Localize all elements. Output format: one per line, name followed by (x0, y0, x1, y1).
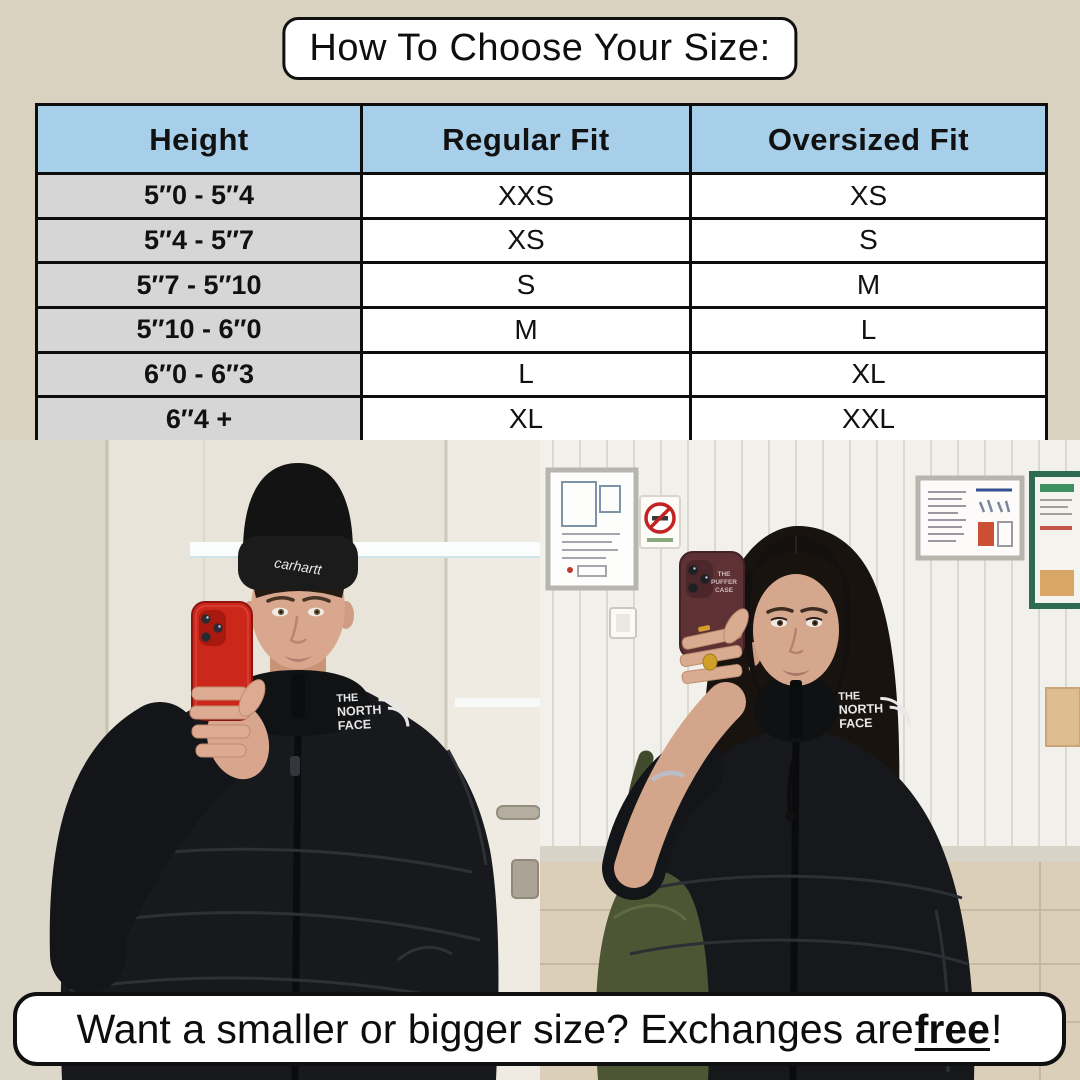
oversized-fit-cell: M (692, 264, 1045, 306)
wall-poster (1045, 687, 1080, 747)
regular-fit-cell: XS (363, 219, 689, 262)
column-header-oversized-fit: Oversized Fit (692, 106, 1045, 172)
svg-text:FACE: FACE (337, 717, 371, 733)
column-header-regular-fit: Regular Fit (363, 106, 689, 172)
table-row: 6″0 - 6″3 L XL (38, 353, 1045, 396)
table-row: 5″7 - 5″10 S M (38, 264, 1045, 306)
height-cell: 6″4 + (38, 398, 360, 440)
left-photo-regular-fit: carhartt THE NORTH FACE (0, 440, 540, 1080)
man-figure: carhartt THE NORTH FACE (49, 463, 499, 1080)
regular-fit-cell: S (363, 264, 689, 306)
title-box: How To Choose Your Size: (282, 17, 798, 80)
page-title: How To Choose Your Size: (309, 27, 771, 69)
right-photo-oversized-fit: THE NORTH FACE THE (540, 440, 1080, 1080)
notice-board-frame (915, 475, 1025, 561)
oversized-fit-cell: XL (692, 353, 1045, 396)
svg-text:THE: THE (336, 692, 359, 705)
green-bulletin-frame (1029, 471, 1080, 609)
north-face-logo: THE NORTH FACE (838, 690, 911, 731)
svg-text:THE: THE (718, 571, 732, 578)
phone-camera-module (199, 610, 226, 646)
no-smoking-sign (639, 495, 681, 549)
regular-fit-cell: XL (363, 398, 689, 440)
door-handle (496, 805, 540, 899)
phone-case-text: THE PUFFER CASE (711, 571, 737, 594)
woman-figure: THE NORTH FACE THE (595, 526, 975, 1080)
light-switch (609, 607, 637, 639)
svg-text:THE: THE (838, 690, 860, 703)
height-cell: 5″4 - 5″7 (38, 219, 360, 262)
size-chart-table: Height Regular Fit Oversized Fit 5″0 - 5… (35, 103, 1048, 443)
svg-text:FACE: FACE (839, 716, 873, 731)
gripping-fingers (679, 608, 749, 684)
height-cell: 5″10 - 6″0 (38, 309, 360, 351)
oversized-fit-cell: L (692, 309, 1045, 351)
bare-forearm (614, 682, 746, 888)
floor-plan-frame (545, 467, 639, 591)
exchange-banner: Want a smaller or bigger size? Exchanges… (13, 992, 1066, 1066)
oversized-fit-cell: S (692, 219, 1045, 262)
regular-fit-cell: L (363, 353, 689, 396)
banner-highlight: free (914, 1005, 990, 1052)
table-row: 6″4 + XL XXL (38, 398, 1045, 440)
silver-bracelet (650, 770, 686, 782)
gold-ring (698, 625, 711, 632)
banner-text: Want a smaller or bigger size? Exchanges… (76, 1005, 914, 1052)
banner-text-after: ! (990, 1005, 1003, 1052)
phone-camera-module (686, 560, 713, 598)
puffer-jacket (623, 725, 975, 1080)
gripping-fingers (189, 679, 266, 758)
table-header-row: Height Regular Fit Oversized Fit (38, 106, 1045, 172)
height-cell: 6″0 - 6″3 (38, 353, 360, 396)
beanie-brand-text: carhartt (273, 554, 323, 577)
regular-fit-cell: XXS (363, 175, 689, 217)
height-cell: 5″0 - 5″4 (38, 175, 360, 217)
height-cell: 5″7 - 5″10 (38, 264, 360, 306)
fit-photos: carhartt THE NORTH FACE (0, 440, 1080, 1080)
raised-arm (49, 702, 247, 993)
table-row: 5″0 - 5″4 XXS XS (38, 175, 1045, 217)
oversized-fit-cell: XS (692, 175, 1045, 217)
gold-signet-ring (702, 653, 718, 671)
svg-text:NORTH: NORTH (838, 701, 883, 717)
oversized-fit-cell: XXL (692, 398, 1045, 440)
svg-text:CASE: CASE (715, 587, 734, 594)
column-header-height: Height (38, 106, 360, 172)
face (743, 536, 851, 704)
regular-fit-cell: M (363, 309, 689, 351)
table-row: 5″10 - 6″0 M L (38, 309, 1045, 351)
table-row: 5″4 - 5″7 XS S (38, 219, 1045, 262)
carhartt-beanie: carhartt (238, 463, 358, 590)
north-face-logo: THE NORTH FACE (336, 692, 410, 733)
svg-text:NORTH: NORTH (337, 703, 382, 719)
svg-text:PUFFER: PUFFER (711, 579, 737, 586)
